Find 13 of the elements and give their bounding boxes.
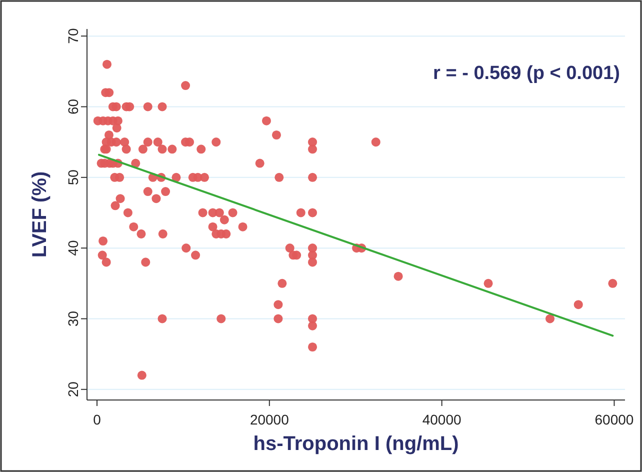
y-tick-label: 30: [64, 310, 81, 327]
y-tick-label: 60: [64, 98, 81, 115]
y-axis-title: LVEF (%): [29, 171, 51, 258]
y-tick-label: 40: [64, 240, 81, 256]
x-tick-label: 0: [93, 411, 102, 428]
x-tick-label: 40000: [422, 411, 462, 428]
annotation: r = - 0.569 (p < 0.001): [433, 63, 620, 84]
y-tick-label: 50: [64, 169, 81, 186]
x-tick-label: 20000: [250, 411, 290, 428]
x-axis-title: hs-Troponin I (ng/mL): [253, 433, 459, 455]
y-tick-label: 20: [64, 381, 81, 398]
y-tick-label: 70: [64, 28, 81, 44]
x-tick-label: 60000: [594, 411, 634, 428]
